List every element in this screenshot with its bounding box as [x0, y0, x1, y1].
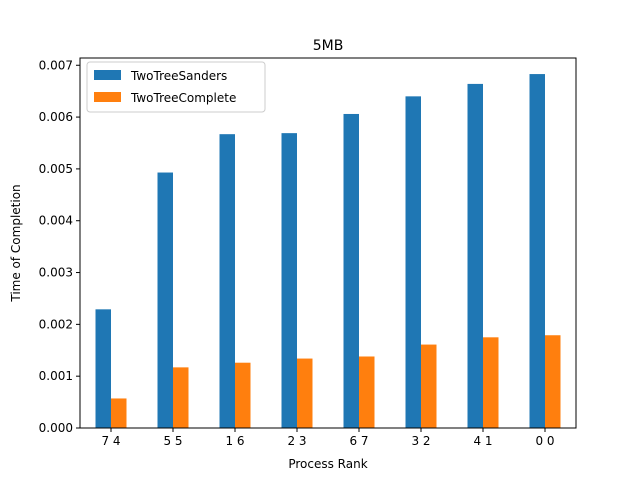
bar-TwoTreeSanders-4	[343, 113, 359, 429]
legend: TwoTreeSanders TwoTreeComplete	[86, 61, 266, 113]
y-tick-label: 0.000	[39, 421, 73, 435]
bar-TwoTreeSanders-5	[405, 96, 421, 428]
bar-TwoTreeComplete-1	[173, 367, 189, 428]
y-tick-label: 0.004	[39, 214, 73, 228]
bar-TwoTreeComplete-2	[235, 362, 251, 428]
x-axis: 7 4 5 5 1 6 2 3 6 7 3 2 4 1 0 0	[101, 428, 555, 448]
chart-title: 5MB	[313, 38, 344, 54]
legend-box	[86, 61, 266, 113]
bar-TwoTreeSanders-3	[281, 133, 297, 428]
bar-TwoTreeSanders-6	[467, 83, 483, 428]
legend-label-1: TwoTreeComplete	[130, 91, 236, 105]
x-axis-label: Process Rank	[288, 457, 367, 471]
y-tick-label: 0.005	[39, 162, 73, 176]
x-tick-label: 7 4	[101, 434, 120, 448]
bar-TwoTreeComplete-4	[359, 356, 375, 428]
y-tick-label: 0.003	[39, 266, 73, 280]
y-axis-label: Time of Completion	[9, 184, 23, 302]
x-tick-label: 5 5	[163, 434, 182, 448]
bar-TwoTreeComplete-0	[111, 398, 127, 428]
bar-TwoTreeComplete-6	[483, 337, 499, 428]
bar-TwoTreeComplete-5	[421, 344, 437, 428]
bars-group	[95, 74, 561, 429]
y-tick-label: 0.007	[39, 58, 73, 72]
y-tick-label: 0.006	[39, 110, 73, 124]
bar-TwoTreeComplete-7	[545, 335, 561, 428]
plot-frame	[79, 57, 577, 429]
x-tick-label: 4 1	[473, 434, 492, 448]
x-tick-label: 3 2	[411, 434, 430, 448]
x-tick-label: 6 7	[349, 434, 368, 448]
bar-TwoTreeSanders-1	[157, 172, 173, 428]
y-axis: 0.000 0.001 0.002 0.003 0.004 0.005 0.006 0.007	[39, 58, 80, 435]
bar-TwoTreeSanders-0	[95, 309, 111, 428]
bar-TwoTreeComplete-3	[297, 358, 313, 428]
legend-label-0: TwoTreeSanders	[130, 69, 227, 83]
legend-swatch-1	[94, 92, 121, 102]
x-tick-label: 0 0	[535, 434, 554, 448]
y-tick-label: 0.001	[39, 369, 73, 383]
legend-swatch-0	[94, 70, 121, 80]
bar-TwoTreeSanders-2	[219, 134, 235, 429]
x-tick-label: 2 3	[287, 434, 306, 448]
y-tick-label: 0.002	[39, 317, 73, 331]
x-tick-label: 1 6	[225, 434, 244, 448]
bar-TwoTreeSanders-7	[529, 74, 545, 428]
